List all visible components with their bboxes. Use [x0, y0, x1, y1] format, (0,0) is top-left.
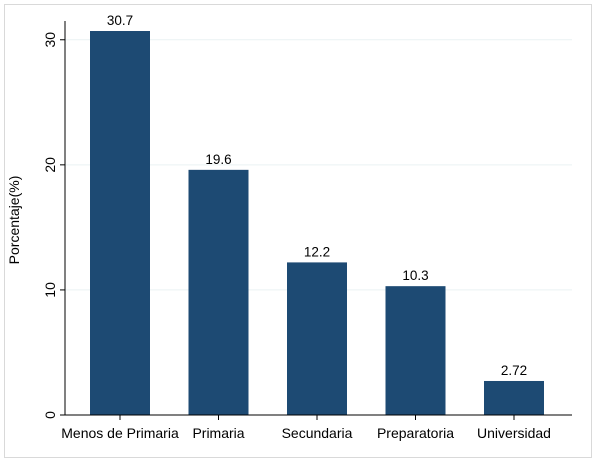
x-ticks: Menos de Primaria Primaria Secundaria Prepa…	[61, 415, 551, 441]
axes	[64, 21, 572, 416]
data-labels: 30.7 19.6 12.2 10.3 2.72	[107, 13, 527, 378]
x-tick-label-3: Preparatoria	[377, 425, 454, 441]
bar-0	[90, 31, 150, 416]
x-tick-label-2: Secundaria	[282, 425, 353, 441]
y-tick-label-3: 30	[42, 32, 58, 48]
data-label-1: 19.6	[205, 152, 231, 167]
y-tick-label-0: 0	[42, 411, 58, 419]
bars	[90, 31, 544, 416]
x-tick-label-4: Universidad	[477, 425, 551, 441]
y-tick-label-1: 10	[42, 282, 58, 298]
data-label-0: 30.7	[107, 13, 133, 28]
bar-3	[385, 286, 446, 415]
x-tick-label-1: Primaria	[192, 425, 244, 441]
y-axis-label: Porcentaje(%)	[6, 176, 22, 265]
data-label-2: 12.2	[304, 244, 330, 259]
chart-frame	[4, 4, 592, 458]
bar-4	[484, 380, 544, 415]
x-tick-label-0: Menos de Primaria	[61, 425, 179, 441]
data-label-3: 10.3	[402, 268, 428, 283]
y-ticks: 0 10 20 30	[42, 32, 65, 419]
bar-2	[287, 262, 347, 415]
y-tick-label-2: 20	[42, 157, 58, 173]
bar-1	[188, 169, 249, 415]
data-label-4: 2.72	[501, 363, 527, 378]
